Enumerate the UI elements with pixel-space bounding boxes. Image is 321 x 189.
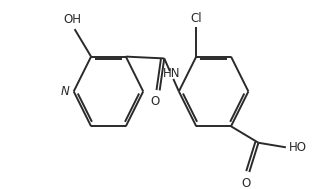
Text: O: O <box>241 177 250 189</box>
Text: Cl: Cl <box>190 12 202 25</box>
Text: HN: HN <box>163 67 180 80</box>
Text: N: N <box>60 85 69 98</box>
Text: OH: OH <box>64 13 82 26</box>
Text: O: O <box>151 95 160 108</box>
Text: HO: HO <box>289 141 307 154</box>
